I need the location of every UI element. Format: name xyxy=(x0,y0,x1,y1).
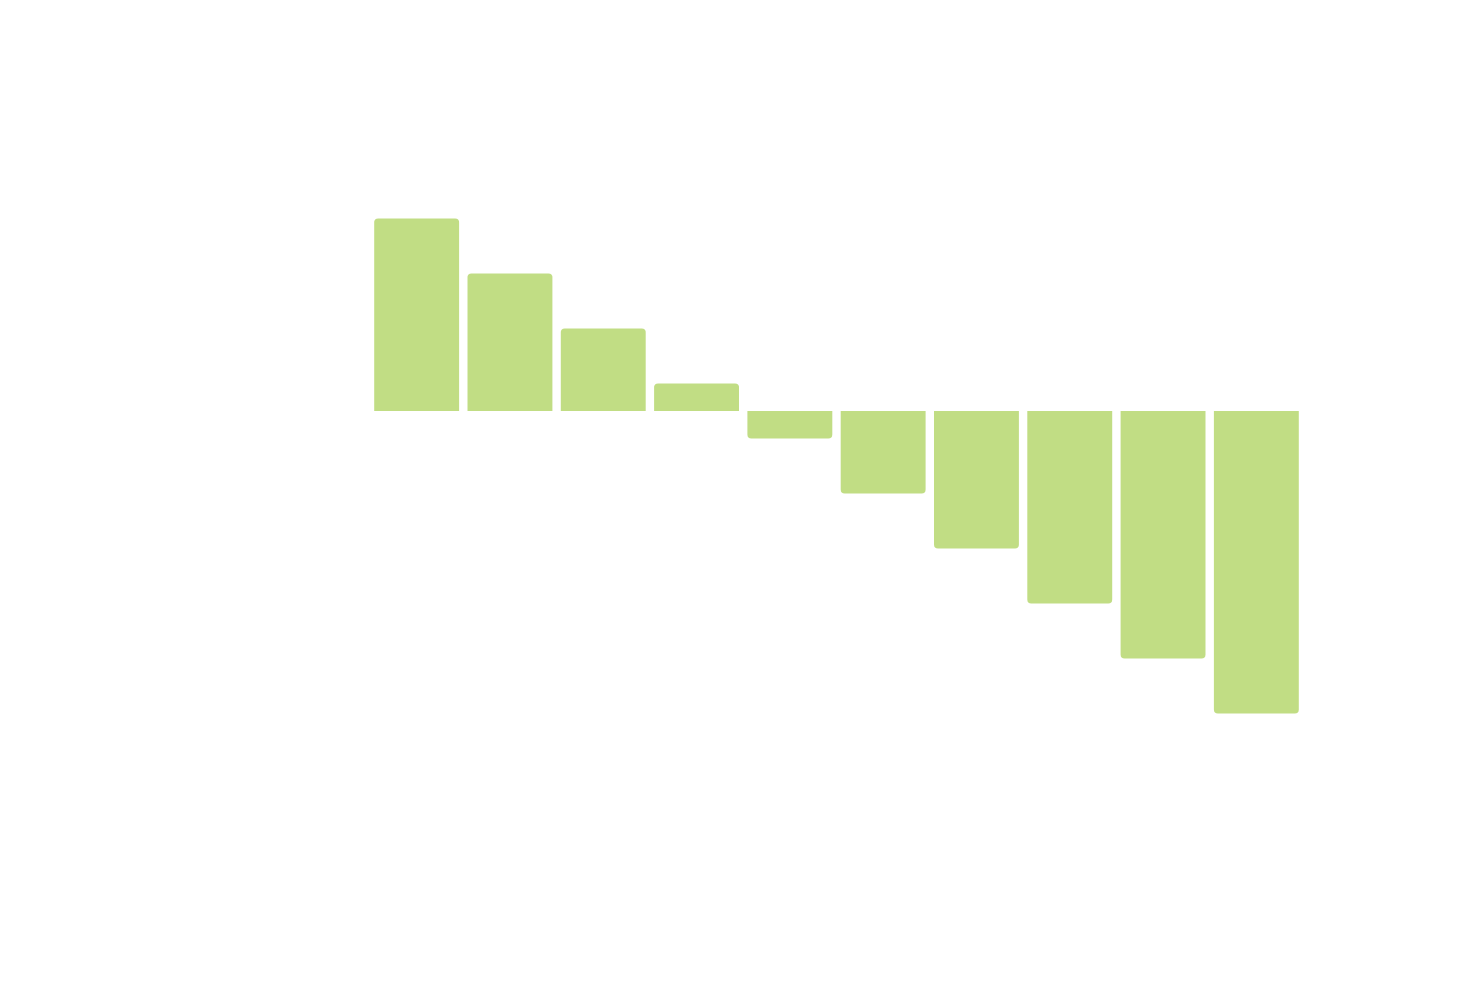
bar xyxy=(840,411,926,494)
bar xyxy=(933,411,1019,549)
bar xyxy=(467,273,553,411)
bar xyxy=(1120,411,1206,659)
bar xyxy=(374,218,460,411)
bar xyxy=(654,383,740,411)
bar xyxy=(1027,411,1113,604)
bar xyxy=(1213,411,1299,714)
bar xyxy=(560,328,646,411)
bar xyxy=(747,411,833,439)
